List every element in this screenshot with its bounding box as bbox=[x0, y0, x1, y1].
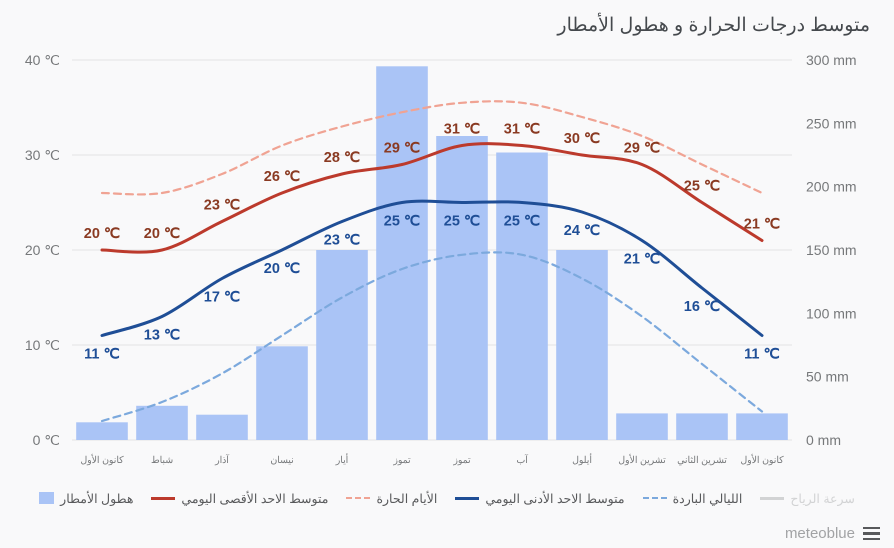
svg-text:10 ℃: 10 ℃ bbox=[25, 337, 60, 353]
svg-text:20 ℃: 20 ℃ bbox=[25, 242, 60, 258]
svg-text:تشرين الثاني: تشرين الثاني bbox=[677, 455, 727, 466]
svg-text:تموز: تموز bbox=[452, 455, 471, 466]
svg-text:كانون الأول: كانون الأول bbox=[80, 454, 124, 466]
svg-text:31 ℃: 31 ℃ bbox=[504, 122, 541, 138]
svg-text:25 ℃: 25 ℃ bbox=[384, 214, 421, 230]
svg-text:30 ℃: 30 ℃ bbox=[564, 131, 601, 147]
svg-text:23 ℃: 23 ℃ bbox=[204, 198, 241, 214]
svg-text:0 mm: 0 mm bbox=[806, 432, 841, 448]
svg-text:تشرين الأول: تشرين الأول bbox=[618, 454, 666, 466]
svg-text:20 ℃: 20 ℃ bbox=[264, 261, 301, 277]
svg-text:أيار: أيار bbox=[335, 453, 349, 466]
svg-text:29 ℃: 29 ℃ bbox=[384, 141, 421, 157]
svg-text:16 ℃: 16 ℃ bbox=[684, 299, 721, 315]
svg-text:آب: آب bbox=[516, 454, 528, 465]
svg-text:300 mm: 300 mm bbox=[806, 52, 857, 68]
svg-text:13 ℃: 13 ℃ bbox=[144, 328, 181, 344]
svg-text:نيسان: نيسان bbox=[270, 455, 293, 465]
svg-text:21 ℃: 21 ℃ bbox=[744, 217, 781, 233]
svg-text:23 ℃: 23 ℃ bbox=[324, 233, 361, 249]
svg-text:25 ℃: 25 ℃ bbox=[504, 214, 541, 230]
svg-text:29 ℃: 29 ℃ bbox=[624, 141, 661, 157]
svg-text:200 mm: 200 mm bbox=[806, 179, 857, 195]
svg-text:11 ℃: 11 ℃ bbox=[84, 347, 120, 363]
svg-text:24 ℃: 24 ℃ bbox=[564, 223, 601, 239]
svg-text:150 mm: 150 mm bbox=[806, 242, 857, 258]
svg-text:28 ℃: 28 ℃ bbox=[324, 150, 361, 166]
svg-text:21 ℃: 21 ℃ bbox=[624, 252, 661, 268]
svg-text:11 ℃: 11 ℃ bbox=[744, 347, 780, 363]
svg-text:26 ℃: 26 ℃ bbox=[264, 169, 301, 185]
svg-text:آذار: آذار bbox=[214, 454, 229, 466]
svg-text:25 ℃: 25 ℃ bbox=[684, 179, 721, 195]
svg-text:25 ℃: 25 ℃ bbox=[444, 214, 481, 230]
svg-text:30 ℃: 30 ℃ bbox=[25, 147, 60, 163]
svg-text:50 mm: 50 mm bbox=[806, 369, 849, 385]
svg-text:250 mm: 250 mm bbox=[806, 115, 857, 131]
svg-text:0 ℃: 0 ℃ bbox=[33, 432, 60, 448]
svg-text:شباط: شباط bbox=[151, 455, 173, 465]
svg-text:أيلول: أيلول bbox=[572, 453, 592, 466]
svg-text:31 ℃: 31 ℃ bbox=[444, 122, 481, 138]
svg-text:تموز: تموز bbox=[392, 455, 411, 466]
svg-text:20 ℃: 20 ℃ bbox=[84, 226, 121, 242]
svg-text:100 mm: 100 mm bbox=[806, 305, 857, 321]
svg-text:كانون الأول: كانون الأول bbox=[740, 454, 784, 466]
svg-text:40 ℃: 40 ℃ bbox=[25, 52, 60, 68]
svg-text:17 ℃: 17 ℃ bbox=[204, 290, 241, 306]
svg-text:20 ℃: 20 ℃ bbox=[144, 226, 181, 242]
